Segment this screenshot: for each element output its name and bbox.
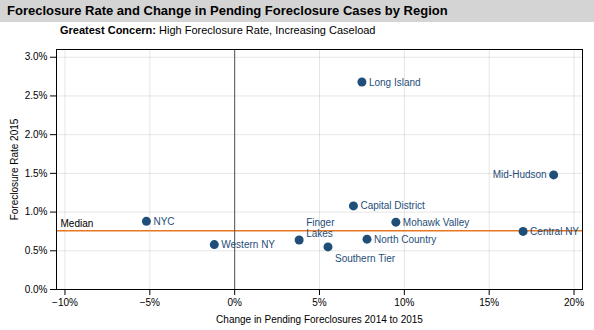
svg-text:Mid-Hudson: Mid-Hudson	[493, 169, 547, 180]
svg-text:Long Island: Long Island	[369, 77, 421, 88]
svg-text:Capital District: Capital District	[360, 200, 425, 211]
svg-text:0.5%: 0.5%	[25, 245, 48, 256]
svg-text:15%: 15%	[479, 297, 499, 308]
svg-text:2.0%: 2.0%	[25, 129, 48, 140]
svg-text:North Country: North Country	[374, 234, 436, 245]
svg-text:−5%: −5%	[140, 297, 160, 308]
svg-text:1.5%: 1.5%	[25, 168, 48, 179]
svg-text:3.0%: 3.0%	[25, 51, 48, 62]
svg-text:Foreclosure Rate 2015: Foreclosure Rate 2015	[9, 118, 20, 220]
svg-text:−10%: −10%	[52, 297, 78, 308]
html-text:Greatest Concern: High Foreclo: Greatest Concern: High Foreclosure Rate,…	[60, 24, 376, 36]
svg-text:Southern Tier: Southern Tier	[335, 253, 396, 264]
svg-text:Western NY: Western NY	[221, 239, 275, 250]
svg-text:Mohawk Valley: Mohawk Valley	[403, 217, 470, 228]
svg-text:10%: 10%	[394, 297, 414, 308]
svg-text:1.0%: 1.0%	[25, 206, 48, 217]
svg-text:5%: 5%	[312, 297, 327, 308]
svg-text:NYC: NYC	[153, 216, 174, 227]
svg-text:Median: Median	[61, 218, 94, 229]
html-text:Foreclosure Rate and Change in: Foreclosure Rate and Change in Pending F…	[7, 3, 448, 18]
svg-text:0%: 0%	[227, 297, 242, 308]
svg-text:20%: 20%	[564, 297, 584, 308]
svg-text:0.0%: 0.0%	[25, 284, 48, 295]
svg-text:FingerLakes: FingerLakes	[306, 217, 335, 239]
svg-text:Change in Pending Foreclosures: Change in Pending Foreclosures 2014 to 2…	[216, 314, 423, 325]
svg-text:2.5%: 2.5%	[25, 90, 48, 101]
svg-text:Central NY: Central NY	[530, 226, 579, 237]
